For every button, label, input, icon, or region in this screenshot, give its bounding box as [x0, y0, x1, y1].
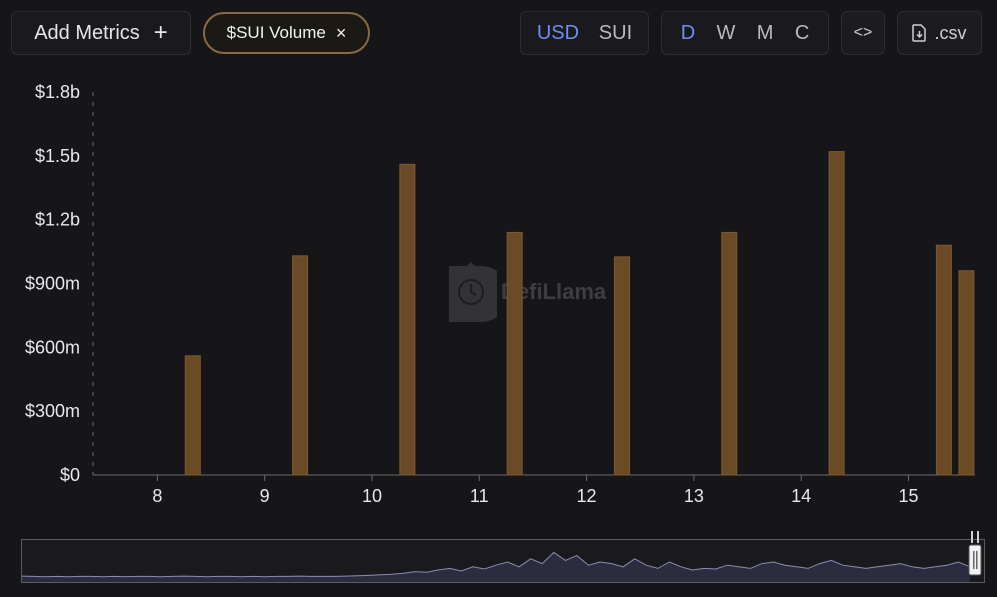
volume-bar[interactable] — [958, 270, 975, 476]
metric-chip-sui-volume[interactable]: $SUI Volume × — [203, 12, 370, 54]
y-tick-label: $600m — [25, 337, 80, 357]
x-tick-label: 8 — [152, 486, 162, 506]
overview-area — [22, 552, 970, 582]
embed-code-button[interactable]: <> — [841, 11, 885, 55]
add-metrics-label: Add Metrics — [34, 21, 140, 44]
volume-bar[interactable] — [935, 244, 952, 476]
close-icon[interactable]: × — [335, 23, 347, 43]
volume-bar-chart: $0 $300m $600m $900m $1.2b $1.5b $1.8b 8 9 10 11 1… — [25, 82, 975, 506]
overview-line — [21, 551, 971, 578]
period-toggle: D W M C — [661, 11, 829, 55]
period-option-daily[interactable]: D — [680, 21, 696, 44]
bars — [184, 151, 975, 476]
x-tick-label: 15 — [898, 486, 918, 506]
volume-bar[interactable] — [399, 163, 416, 476]
volume-bar[interactable] — [613, 256, 630, 476]
overview-sparkline — [21, 551, 971, 582]
llama-logo-icon — [449, 262, 497, 322]
currency-option-usd[interactable]: USD — [536, 21, 580, 44]
period-option-monthly[interactable]: M — [756, 21, 774, 44]
x-tick-label: 12 — [577, 486, 597, 506]
volume-bar[interactable] — [184, 355, 201, 476]
y-tick-label: $0 — [60, 465, 80, 485]
file-download-icon — [912, 24, 927, 42]
plus-icon: + — [153, 19, 168, 46]
volume-bar[interactable] — [506, 231, 523, 476]
x-tick-label: 11 — [470, 486, 489, 506]
code-icon: <> — [853, 24, 873, 41]
y-tick-label: $1.5b — [35, 146, 80, 166]
volume-bar[interactable] — [828, 151, 845, 476]
metric-chip-label: $SUI Volume — [226, 23, 326, 42]
volume-bar[interactable] — [721, 231, 738, 476]
x-tick-label: 13 — [684, 486, 704, 506]
x-tick-label: 9 — [260, 486, 270, 506]
currency-toggle: USD SUI — [520, 11, 649, 55]
y-tick-label: $900m — [25, 274, 80, 294]
time-range-brush[interactable] — [21, 539, 985, 583]
period-option-weekly[interactable]: W — [716, 21, 736, 44]
x-tick-label: 14 — [791, 486, 811, 506]
currency-option-sui[interactable]: SUI — [598, 21, 633, 44]
period-option-cumulative[interactable]: C — [794, 21, 810, 44]
y-tick-label: $1.8b — [35, 82, 80, 102]
csv-label: .csv — [934, 22, 967, 43]
x-tick-label: 10 — [362, 486, 382, 506]
x-axis: 8 9 10 11 12 13 14 15 — [93, 474, 975, 506]
volume-bar[interactable] — [292, 255, 309, 476]
download-csv-button[interactable]: .csv — [897, 11, 982, 55]
y-tick-label: $1.2b — [35, 210, 80, 230]
y-axis: $0 $300m $600m $900m $1.2b $1.5b $1.8b — [25, 82, 94, 485]
y-tick-label: $300m — [25, 401, 80, 421]
add-metrics-button[interactable]: Add Metrics + — [11, 11, 191, 55]
brush-handle-right[interactable] — [968, 531, 982, 579]
